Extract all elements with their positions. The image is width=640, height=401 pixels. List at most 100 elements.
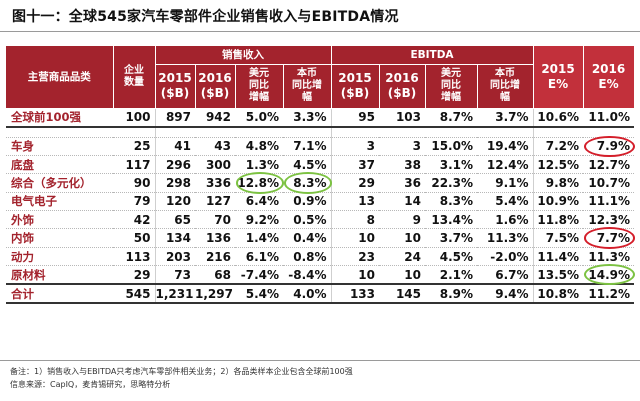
cell-sales-2016: 216	[195, 247, 235, 267]
cell-company-count: 117	[113, 155, 155, 175]
cell-sales-2015: 296	[154, 155, 195, 175]
cell-sales-local-yoy: -8.4%	[283, 265, 331, 285]
header-company-count: 企业 数量	[113, 46, 156, 109]
page-title: 图十一：全球545家汽车零部件企业销售收入与EBITDA情况	[12, 9, 399, 25]
cell-sales-usd-yoy: 4.8%	[235, 137, 283, 156]
cell-ebitda-2016: 145	[379, 283, 425, 305]
cell-e2016: 11.2%	[583, 283, 635, 305]
table-gap-row	[6, 127, 635, 138]
row-category: 原材料	[6, 265, 113, 285]
cell-ebitda-usd-yoy: 8.9%	[425, 283, 477, 305]
cell-sales-2015: 73	[154, 265, 195, 285]
cell-sales-2015: 120	[154, 192, 195, 212]
cell-e2016: 12.7%	[583, 155, 635, 175]
cell-e2015: 11.8%	[532, 210, 584, 230]
cell-sales-2016: 68	[195, 265, 235, 285]
header-sales-2015: 2015 ($B)	[155, 64, 196, 109]
cell-company-count: 50	[113, 228, 155, 248]
cell-company-count: 100	[113, 108, 155, 128]
cell-ebitda-local-yoy: 6.7%	[477, 265, 534, 285]
table-row: 外饰 42 65 70 9.2% 0.5% 8 9 13.4% 1.6% 11.8% 12.3%	[6, 210, 635, 230]
cell-sales-2016: 43	[195, 137, 235, 156]
cell-ebitda-usd-yoy: 8.3%	[425, 192, 477, 212]
cell-ebitda-local-yoy: 9.4%	[477, 283, 534, 305]
green-highlight-oval	[284, 172, 332, 194]
cell-ebitda-2015: 8	[330, 210, 379, 230]
cell-e2016: 11.0%	[583, 108, 635, 128]
footer-rule	[0, 360, 640, 361]
table-row-total: 合计 545 1,231 1,297 5.4% 4.0% 133 145 8.9…	[6, 283, 635, 305]
header-e2016: 2016 E%	[583, 46, 635, 109]
row-category: 车身	[6, 137, 113, 156]
row-category: 动力	[6, 247, 113, 267]
cell-sales-2015: 41	[154, 137, 195, 156]
cell-e2015: 7.5%	[532, 228, 584, 248]
cell-sales-local-yoy: 4.5%	[283, 155, 331, 175]
cell-ebitda-2016: 24	[379, 247, 425, 267]
cell-ebitda-2016: 103	[379, 108, 425, 128]
cell-ebitda-2016: 14	[379, 192, 425, 212]
header-sales-usd-yoy: 美元 同比 增幅	[235, 64, 284, 109]
header-category: 主营商品品类	[6, 46, 114, 109]
cell-e2015: 10.6%	[532, 108, 584, 128]
table-row: 内饰 50 134 136 1.4% 0.4% 10 10 3.7% 11.3% 7.5% 7.7%	[6, 227, 636, 249]
cell-e2015: 10.9%	[532, 192, 584, 212]
cell-sales-2016: 942	[195, 108, 235, 128]
cell-ebitda-local-yoy: 12.4%	[477, 155, 534, 175]
cell-e2015: 12.5%	[532, 155, 584, 175]
cell-ebitda-2015: 133	[330, 283, 379, 305]
cell-sales-usd-yoy: 6.4%	[235, 192, 283, 212]
data-table-wrap: 主营商品品类 企业 数量 销售收入 EBITDA 2015 E% 2016 E% 20…	[6, 46, 636, 305]
header-sales-local-yoy: 本币 同比增幅	[283, 64, 332, 109]
cell-ebitda-2016: 36	[379, 173, 425, 193]
cell-sales-usd-yoy: 1.4%	[235, 228, 283, 248]
row-category: 综合（多元化）	[6, 173, 113, 193]
cell-e2016: 14.9%	[583, 264, 636, 286]
cell-ebitda-local-yoy: 1.6%	[477, 210, 534, 230]
header-ebitda-2016: 2016 ($B)	[379, 64, 426, 109]
cell-sales-2016: 70	[195, 210, 235, 230]
table-row: 底盘 117 296 300 1.3% 4.5% 37 38 3.1% 12.4% 12.5% 12.…	[6, 155, 635, 175]
cell-company-count: 113	[113, 247, 155, 267]
cell-sales-usd-yoy: 12.8%	[235, 172, 284, 194]
cell-e2016: 7.9%	[583, 135, 636, 157]
table-row: 原材料 29 73 68 -7.4% -8.4% 10 10 2.1% 6.7% 13.5% 14.9…	[6, 264, 636, 286]
cell-sales-2016: 136	[195, 228, 235, 248]
cell-ebitda-2015: 23	[330, 247, 379, 267]
table-row: 综合（多元化） 90 298 336 12.8% 8.3% 29 36 22.3% 9.1% 9.8…	[6, 172, 635, 194]
cell-ebitda-2015: 3	[330, 137, 379, 156]
header-ebitda-usd-yoy: 美元 同比 增幅	[425, 64, 478, 109]
cell-e2016: 12.3%	[583, 210, 635, 230]
cell-ebitda-usd-yoy: 3.7%	[425, 228, 477, 248]
table-row-top100: 全球前100强 100 897 942 5.0% 3.3% 95 103 8.7…	[6, 108, 635, 128]
cell-sales-2015: 897	[154, 108, 195, 128]
cell-e2015: 11.4%	[532, 247, 584, 267]
cell-sales-2015: 298	[154, 173, 195, 193]
header-group-ebitda: EBITDA	[331, 46, 534, 65]
cell-sales-local-yoy: 0.5%	[283, 210, 331, 230]
cell-ebitda-local-yoy: 3.7%	[477, 108, 534, 128]
cell-company-count: 79	[113, 192, 155, 212]
cell-ebitda-2016: 3	[379, 137, 425, 156]
header-ebitda-local-yoy: 本币 同比增幅	[477, 64, 534, 109]
footnote-remark: 备注：1）销售收入与EBITDA只考虑汽车零部件相关业务；2）各品类样本企业包含…	[10, 367, 353, 376]
cell-e2016: 10.7%	[583, 173, 635, 193]
row-category: 电气电子	[6, 192, 113, 212]
cell-ebitda-2015: 10	[330, 265, 379, 285]
cell-ebitda-2015: 95	[330, 108, 379, 128]
cell-company-count: 545	[113, 283, 155, 305]
cell-sales-usd-yoy: 9.2%	[235, 210, 283, 230]
cell-sales-local-yoy: 8.3%	[283, 172, 332, 194]
cell-ebitda-local-yoy: -2.0%	[477, 247, 534, 267]
cell-sales-usd-yoy: 1.3%	[235, 155, 283, 175]
cell-sales-2016: 127	[195, 192, 235, 212]
cell-ebitda-usd-yoy: 22.3%	[425, 173, 477, 193]
cell-sales-local-yoy: 0.8%	[283, 247, 331, 267]
row-category: 内饰	[6, 228, 113, 248]
cell-sales-local-yoy: 3.3%	[283, 108, 331, 128]
footnotes: 备注：1）销售收入与EBITDA只考虑汽车零部件相关业务；2）各品类样本企业包含…	[10, 365, 353, 391]
table-row: 电气电子 79 120 127 6.4% 0.9% 13 14 8.3% 5.4% 10.9% 11.…	[6, 192, 635, 212]
cell-ebitda-usd-yoy: 13.4%	[425, 210, 477, 230]
cell-ebitda-2016: 38	[379, 155, 425, 175]
cell-sales-usd-yoy: 6.1%	[235, 247, 283, 267]
